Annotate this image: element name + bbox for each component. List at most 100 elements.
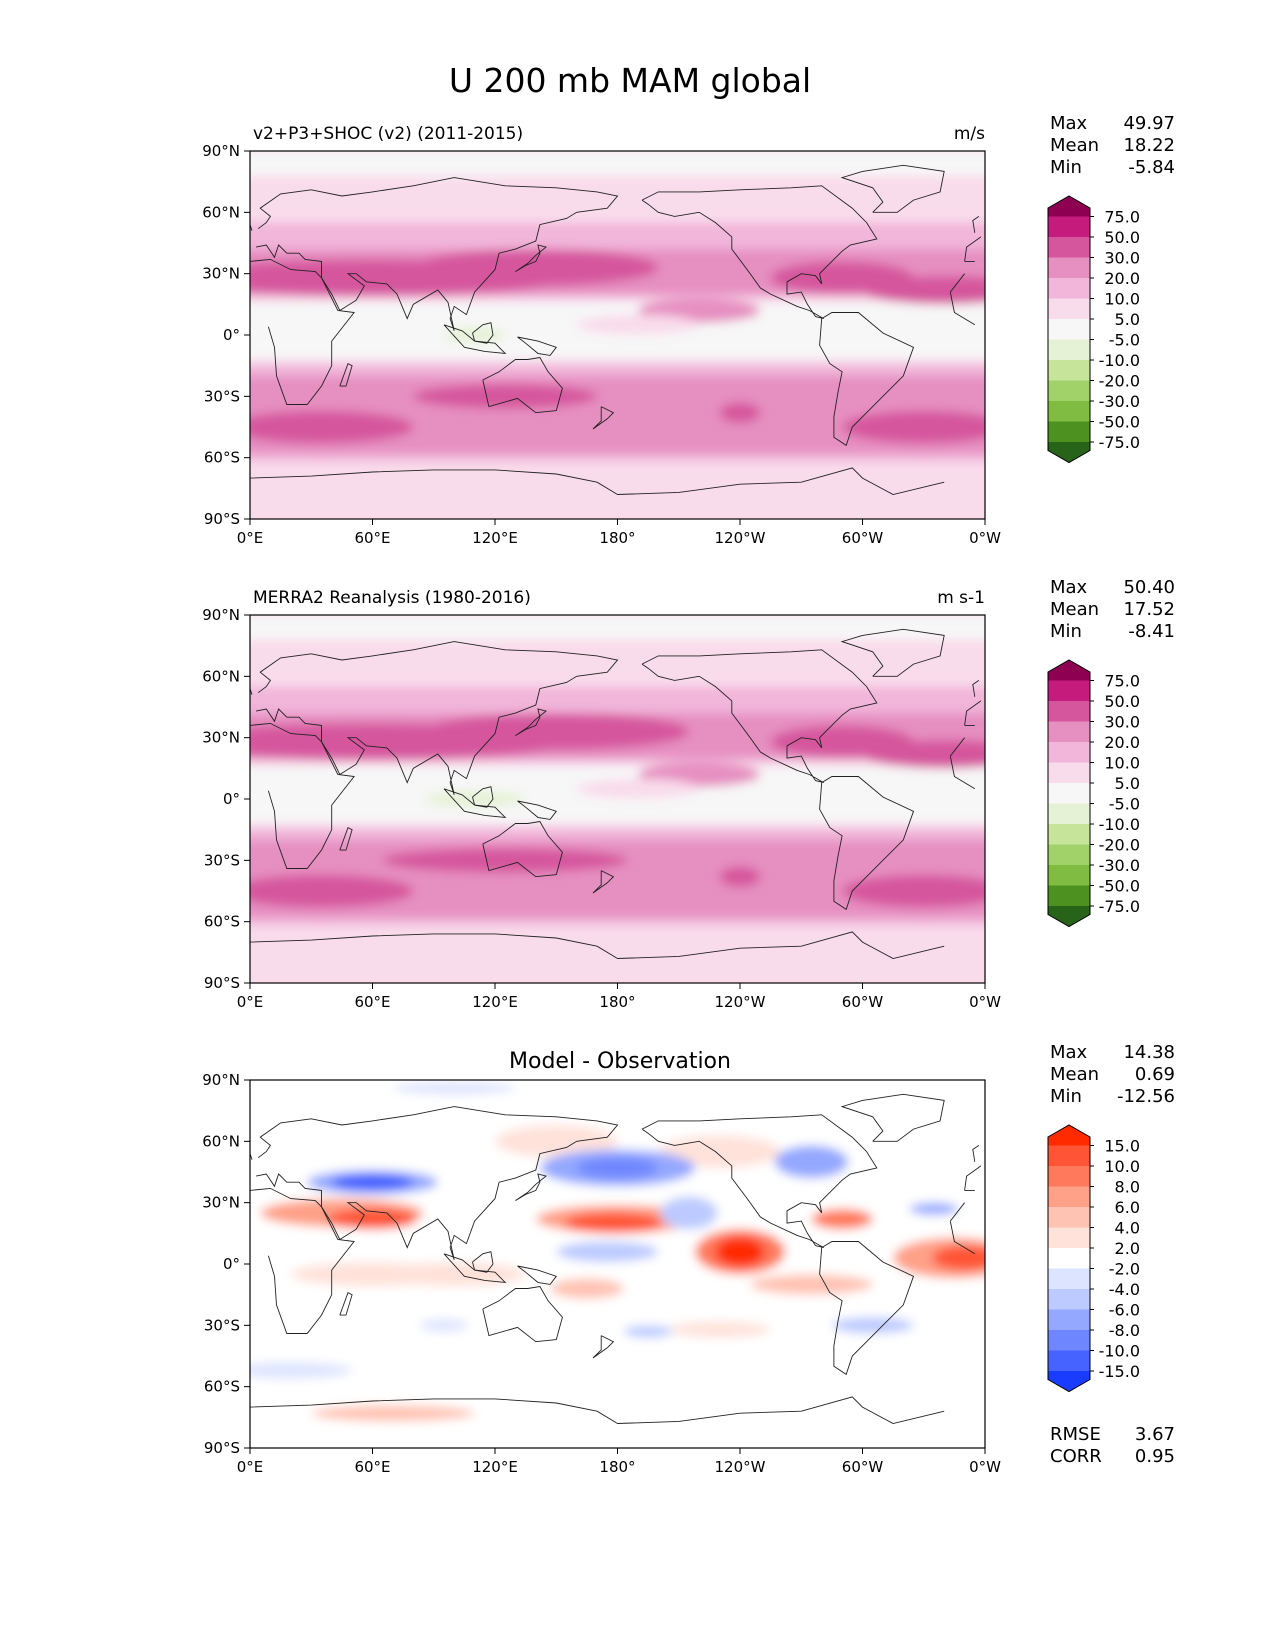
lat-tick-label: 60°S: [204, 449, 240, 467]
panel-units: m/s: [954, 124, 985, 144]
colorbar-segment: [1048, 1289, 1090, 1310]
contour-blob: [250, 780, 373, 818]
colorbar-tick-label: -15.0: [1099, 1362, 1140, 1381]
coastline-eurasia: [256, 177, 982, 332]
lon-tick-label: 60°W: [842, 1458, 884, 1476]
stat-value: 0.69: [1135, 1064, 1175, 1085]
colorbar-tick-label: -10.0: [1099, 351, 1140, 370]
coastline-indonesia: [443, 1253, 507, 1283]
figure-title: U 200 mb MAM global: [449, 61, 811, 100]
colorbar-extend-min: [1048, 906, 1090, 927]
colorbar-tick-label: 20.0: [1104, 269, 1140, 288]
colorbar-tick-label: -8.0: [1109, 1321, 1140, 1340]
colorbar-extend-max: [1048, 660, 1090, 681]
contour-blob: [750, 1274, 873, 1295]
stat-label: Max: [1050, 1042, 1088, 1063]
lat-tick-label: 90°S: [204, 1439, 240, 1457]
colorbar-tick-label: 30.0: [1104, 249, 1140, 268]
lat-tick-label: 90°N: [202, 606, 240, 624]
lat-tick-label: 30°S: [204, 851, 240, 869]
contour-band: [250, 933, 985, 973]
colorbar-segment: [1048, 803, 1090, 825]
stat-value: 3.67: [1135, 1424, 1175, 1445]
colorbar-extend-min: [1048, 442, 1090, 463]
coastline-nz: [592, 1335, 615, 1359]
colorbar-segment: [1048, 1186, 1090, 1208]
stats-block: Max 50.40 Mean 17.52 Min -8.41: [1050, 577, 1175, 642]
stat-label: Mean: [1050, 1064, 1099, 1085]
colorbar-tick-label: 50.0: [1104, 692, 1140, 711]
coastline-eurasia: [256, 641, 982, 796]
colorbar-tick-label: -10.0: [1099, 1342, 1140, 1361]
lat-tick-label: 30°S: [204, 1316, 240, 1334]
colorbar-tick-label: 15.0: [1104, 1137, 1140, 1156]
stat-label: Max: [1050, 577, 1088, 598]
colorbar-tick-label: -30.0: [1099, 392, 1140, 411]
colorbar-segment: [1048, 298, 1090, 320]
colorbar-segment: [1048, 360, 1090, 381]
coastlines: [250, 628, 982, 959]
coastline-samerica: [819, 776, 915, 911]
coastline-namerica: [641, 185, 878, 320]
contour-blob: [719, 866, 761, 887]
colorbar-tick-label: 20.0: [1104, 733, 1140, 752]
panel-center-title: Model - Observation: [509, 1049, 731, 1074]
map-plot-area: [250, 151, 985, 519]
colorbar-segment: [1048, 401, 1090, 422]
coastlines: [250, 164, 982, 495]
lon-tick-label: 0°E: [237, 993, 264, 1011]
colorbar-tick-label: -20.0: [1099, 372, 1140, 391]
colorbar-tick-label: -2.0: [1109, 1260, 1140, 1279]
contour-band: [250, 469, 985, 509]
lat-tick-label: 30°N: [202, 265, 240, 283]
coastline-africa: [250, 722, 976, 869]
coastline-japan: [515, 1173, 547, 1201]
wind-field: [250, 151, 985, 519]
contour-blob: [556, 1241, 659, 1262]
colorbar-tick-label: 5.0: [1115, 310, 1140, 329]
stat-label: Min: [1050, 1086, 1082, 1107]
coastline-australia: [482, 821, 563, 878]
stat-label: Mean: [1050, 135, 1099, 156]
contour-blob: [576, 314, 700, 335]
colorbar-segment: [1048, 824, 1090, 845]
panel-diff: Model - Observation 90°N 60°N 30°N 0° 30°S 60…: [202, 1042, 1175, 1476]
positive-anomaly: [327, 1208, 418, 1230]
coastline-nz: [592, 870, 615, 894]
lon-tick-label: 0°E: [237, 529, 264, 547]
colorbar-tick-label: -20.0: [1099, 836, 1140, 855]
colorbar-tick-label: 10.0: [1104, 1157, 1140, 1176]
contour-blob: [831, 1317, 914, 1334]
stats-block: Max 49.97 Mean 18.22 Min -5.84: [1050, 113, 1175, 178]
lat-tick-label: 0°: [223, 326, 240, 344]
stat-value: 0.95: [1135, 1446, 1175, 1467]
colorbar-segment: [1048, 257, 1090, 279]
colorbar-tick-label: -50.0: [1099, 877, 1140, 896]
lat-tick-label: 30°N: [202, 1194, 240, 1212]
stat-value: 50.40: [1123, 577, 1175, 598]
colorbar-segment: [1048, 216, 1090, 238]
negative-anomaly: [331, 1174, 414, 1191]
colorbar-tick-label: 10.0: [1104, 754, 1140, 773]
lon-tick-label: 120°E: [472, 993, 518, 1011]
lon-tick-label: 120°W: [715, 529, 766, 547]
coastline-antarctica: [250, 931, 945, 959]
panel-obs: MERRA2 Reanalysis (1980-2016) m s-1 90°N…: [202, 577, 1175, 1011]
lon-tick-label: 60°E: [354, 529, 390, 547]
coastline-africa: [250, 258, 976, 405]
lon-tick-label: 60°E: [354, 1458, 390, 1476]
lat-tick-label: 90°N: [202, 1071, 240, 1089]
colorbar-segment: [1048, 1330, 1090, 1351]
colorbar-segment: [1048, 1145, 1090, 1167]
colorbar-tick-label: -5.0: [1109, 795, 1140, 814]
map-plot-area: [250, 1080, 985, 1448]
lat-tick-label: 30°N: [202, 729, 240, 747]
lat-tick-label: 30°S: [204, 387, 240, 405]
colorbar-segment: [1048, 1350, 1090, 1372]
panel-left-title: v2+P3+SHOC (v2) (2011-2015): [253, 124, 523, 144]
contour-blob: [623, 1325, 673, 1338]
contour-blob: [576, 778, 700, 799]
southern-jet: [250, 410, 414, 444]
colorbar-segment: [1048, 885, 1090, 907]
coastline-greenland: [840, 628, 945, 677]
